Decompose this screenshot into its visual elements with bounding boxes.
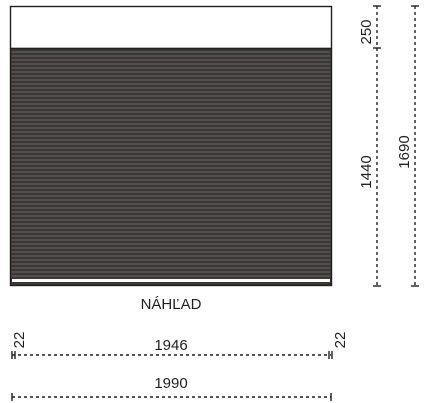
- preview-label: NÁHĽAD: [141, 296, 202, 313]
- left-margin-label: 22: [11, 332, 28, 349]
- curtain-height-label: 1440: [358, 155, 375, 188]
- dim-curtain-height: 1440: [358, 48, 381, 287]
- right-margin-label: 22: [332, 332, 349, 349]
- dim-total-width: 1990: [11, 375, 332, 401]
- dim-head-height: 250: [358, 5, 381, 49]
- dim-total-height: 1690: [396, 5, 419, 287]
- head-box: [9, 5, 333, 50]
- head-height-label: 250: [358, 19, 375, 44]
- dim-width-breakdown: 22 1946 22: [11, 332, 349, 359]
- bottom-rail: [12, 279, 330, 282]
- slat-lines: [11, 51, 331, 277]
- total-height-label: 1690: [396, 135, 413, 168]
- inner-width-label: 1946: [154, 337, 187, 354]
- shutter-curtain: [9, 47, 333, 287]
- total-width-label: 1990: [154, 375, 187, 392]
